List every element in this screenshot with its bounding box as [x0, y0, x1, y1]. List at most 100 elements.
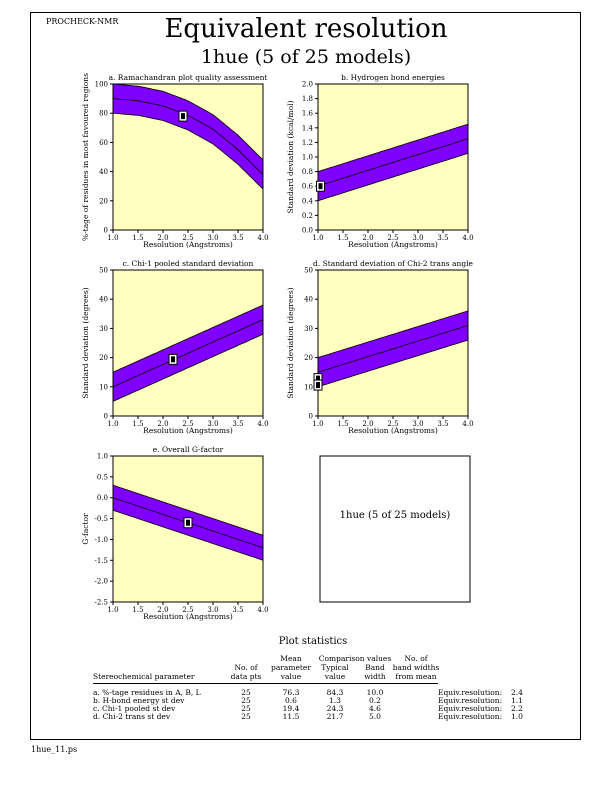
y-tick-label: 100	[95, 81, 108, 89]
y-axis-label: %-tage of residues in most favoured regi…	[81, 73, 90, 241]
data-marker-glyph	[181, 113, 185, 120]
y-axis-label: Standard deviation (degrees)	[81, 287, 90, 398]
stats-cell-typ: 21.7	[326, 712, 344, 721]
stats-cell-band: 4.6	[369, 704, 381, 713]
x-tick-label: 2.0	[157, 234, 168, 242]
x-tick-label: 1.5	[337, 234, 348, 242]
y-tick-label: 20	[99, 197, 108, 205]
x-tick-label: 2.5	[387, 234, 398, 242]
x-tick-label: 1.0	[107, 420, 118, 428]
lower-line	[113, 509, 263, 561]
x-tick-label: 2.0	[362, 234, 373, 242]
x-tick-label: 1.0	[107, 606, 118, 614]
y-tick-label: 50	[99, 267, 108, 275]
x-tick-label: 3.5	[232, 420, 243, 428]
stats-cell-eq: Equiv.resolution:	[438, 712, 503, 721]
x-tick-label: 4.0	[257, 234, 268, 242]
upper-line	[113, 484, 263, 536]
y-tick-label: 20	[99, 354, 108, 362]
chart-c: 1.0 1.5 2.0 2.5 3.0 3.5 4.0 0 10 20 30 40 50 c. Chi-1…	[81, 259, 269, 435]
x-tick-label: 3.0	[412, 234, 423, 242]
chart-title: d. Standard deviation of Chi-2 trans ang…	[313, 259, 474, 268]
footer-filename: 1hue_11.ps	[31, 745, 78, 754]
stats-cell-res: 2.4	[511, 688, 523, 697]
info-box-text: 1hue (5 of 25 models)	[340, 510, 451, 521]
band	[113, 84, 263, 190]
y-tick-label: 80	[99, 110, 108, 118]
header-nbw: No. of band widths from mean	[392, 654, 440, 681]
x-axis-label: Resolution (Angstroms)	[348, 240, 438, 249]
x-tick-label: 2.5	[182, 234, 193, 242]
y-tick-label: 60	[99, 139, 108, 147]
y-tick-label: 10	[304, 383, 313, 391]
data-marker-glyph	[186, 519, 190, 526]
data-marker-glyph	[316, 375, 320, 382]
x-tick-label: 2.5	[387, 420, 398, 428]
page-frame	[30, 12, 581, 740]
stats-cell-n: 25	[241, 712, 251, 721]
x-tick-label: 3.5	[232, 606, 243, 614]
stats-cell-param: b. H-bond energy st dev	[93, 696, 185, 705]
header-ndp: No. of data pts	[230, 663, 262, 681]
center-line	[318, 138, 468, 187]
lower-line	[318, 152, 468, 202]
upper-line	[113, 304, 263, 373]
stats-cell-res: 1.0	[511, 712, 523, 721]
y-tick-label: 1.4	[302, 124, 314, 132]
y-tick-label: 0.5	[97, 473, 108, 481]
chart-d: 1.0 1.5 2.0 2.5 3.0 3.5 4.0 0 10 20 30 40 50d. Stand…	[286, 259, 474, 435]
data-marker-glyph	[316, 382, 320, 389]
stats-cell-mean: 11.5	[282, 712, 300, 721]
x-tick-label: 2.5	[182, 606, 193, 614]
stats-cell-res: 2.2	[511, 704, 523, 713]
chart-b: 1.0 1.5 2.0 2.5 3.0 3.5 4.0 0.0 0.2 0.4 0.6 0.8 1.0 1…	[286, 73, 474, 249]
x-tick-label: 3.0	[412, 420, 423, 428]
lower-line	[113, 112, 263, 190]
x-tick-label: 4.0	[462, 420, 473, 428]
info-box: 1hue (5 of 25 models)	[319, 455, 471, 603]
y-tick-label: 0	[104, 227, 108, 235]
y-tick-label: 0.6	[302, 183, 314, 191]
x-axis-label: Resolution (Angstroms)	[143, 240, 233, 249]
stats-cell-mean: 0.6	[285, 696, 297, 705]
header-comparison: Comparison values	[318, 654, 392, 663]
stats-cell-band: 0.2	[369, 696, 381, 705]
x-tick-label: 1.0	[107, 234, 118, 242]
x-tick-label: 4.0	[257, 606, 268, 614]
y-axis-label: G-factor	[81, 513, 90, 545]
stats-cell-typ: 84.3	[326, 688, 344, 697]
y-tick-label: 0.4	[302, 197, 314, 205]
y-tick-label: 50	[304, 267, 313, 275]
x-tick-label: 2.0	[157, 606, 168, 614]
stats-cell-n: 25	[241, 696, 251, 705]
x-axis-label: Resolution (Angstroms)	[143, 612, 233, 621]
y-tick-label: -1.0	[95, 536, 109, 544]
header-band: Band width	[364, 663, 386, 681]
x-tick-label: 3.0	[207, 606, 218, 614]
stats-cell-typ: 1.3	[329, 696, 341, 705]
y-tick-label: 1.8	[302, 95, 313, 103]
x-tick-label: 2.5	[182, 420, 193, 428]
stats-cell-band: 10.0	[366, 688, 384, 697]
stats-cell-band: 5.0	[369, 712, 381, 721]
x-tick-label: 3.5	[437, 420, 448, 428]
chart-title: a. Ramachandran plot quality assessment	[109, 73, 268, 82]
y-tick-label: 1.6	[302, 110, 314, 118]
x-tick-label: 1.5	[132, 234, 143, 242]
y-tick-label: 40	[99, 296, 108, 304]
stats-cell-mean: 76.3	[282, 688, 300, 697]
y-tick-label: 0.0	[97, 494, 108, 502]
stats-cell-eq: Equiv.resolution:	[438, 704, 503, 713]
x-tick-label: 2.0	[362, 420, 373, 428]
x-tick-label: 1.0	[312, 420, 323, 428]
page-subtitle: 1hue (5 of 25 models)	[200, 46, 412, 68]
chart-title: c. Chi-1 pooled standard deviation	[123, 259, 254, 268]
y-tick-label: 30	[304, 325, 313, 333]
y-tick-label: -1.5	[95, 557, 109, 565]
stats-cell-param: a. %-tage residues in A, B, L	[93, 688, 201, 697]
x-tick-label: 1.5	[132, 420, 143, 428]
y-tick-label: 10	[99, 383, 108, 391]
stats-cell-param: d. Chi-2 trans st dev	[93, 712, 171, 721]
